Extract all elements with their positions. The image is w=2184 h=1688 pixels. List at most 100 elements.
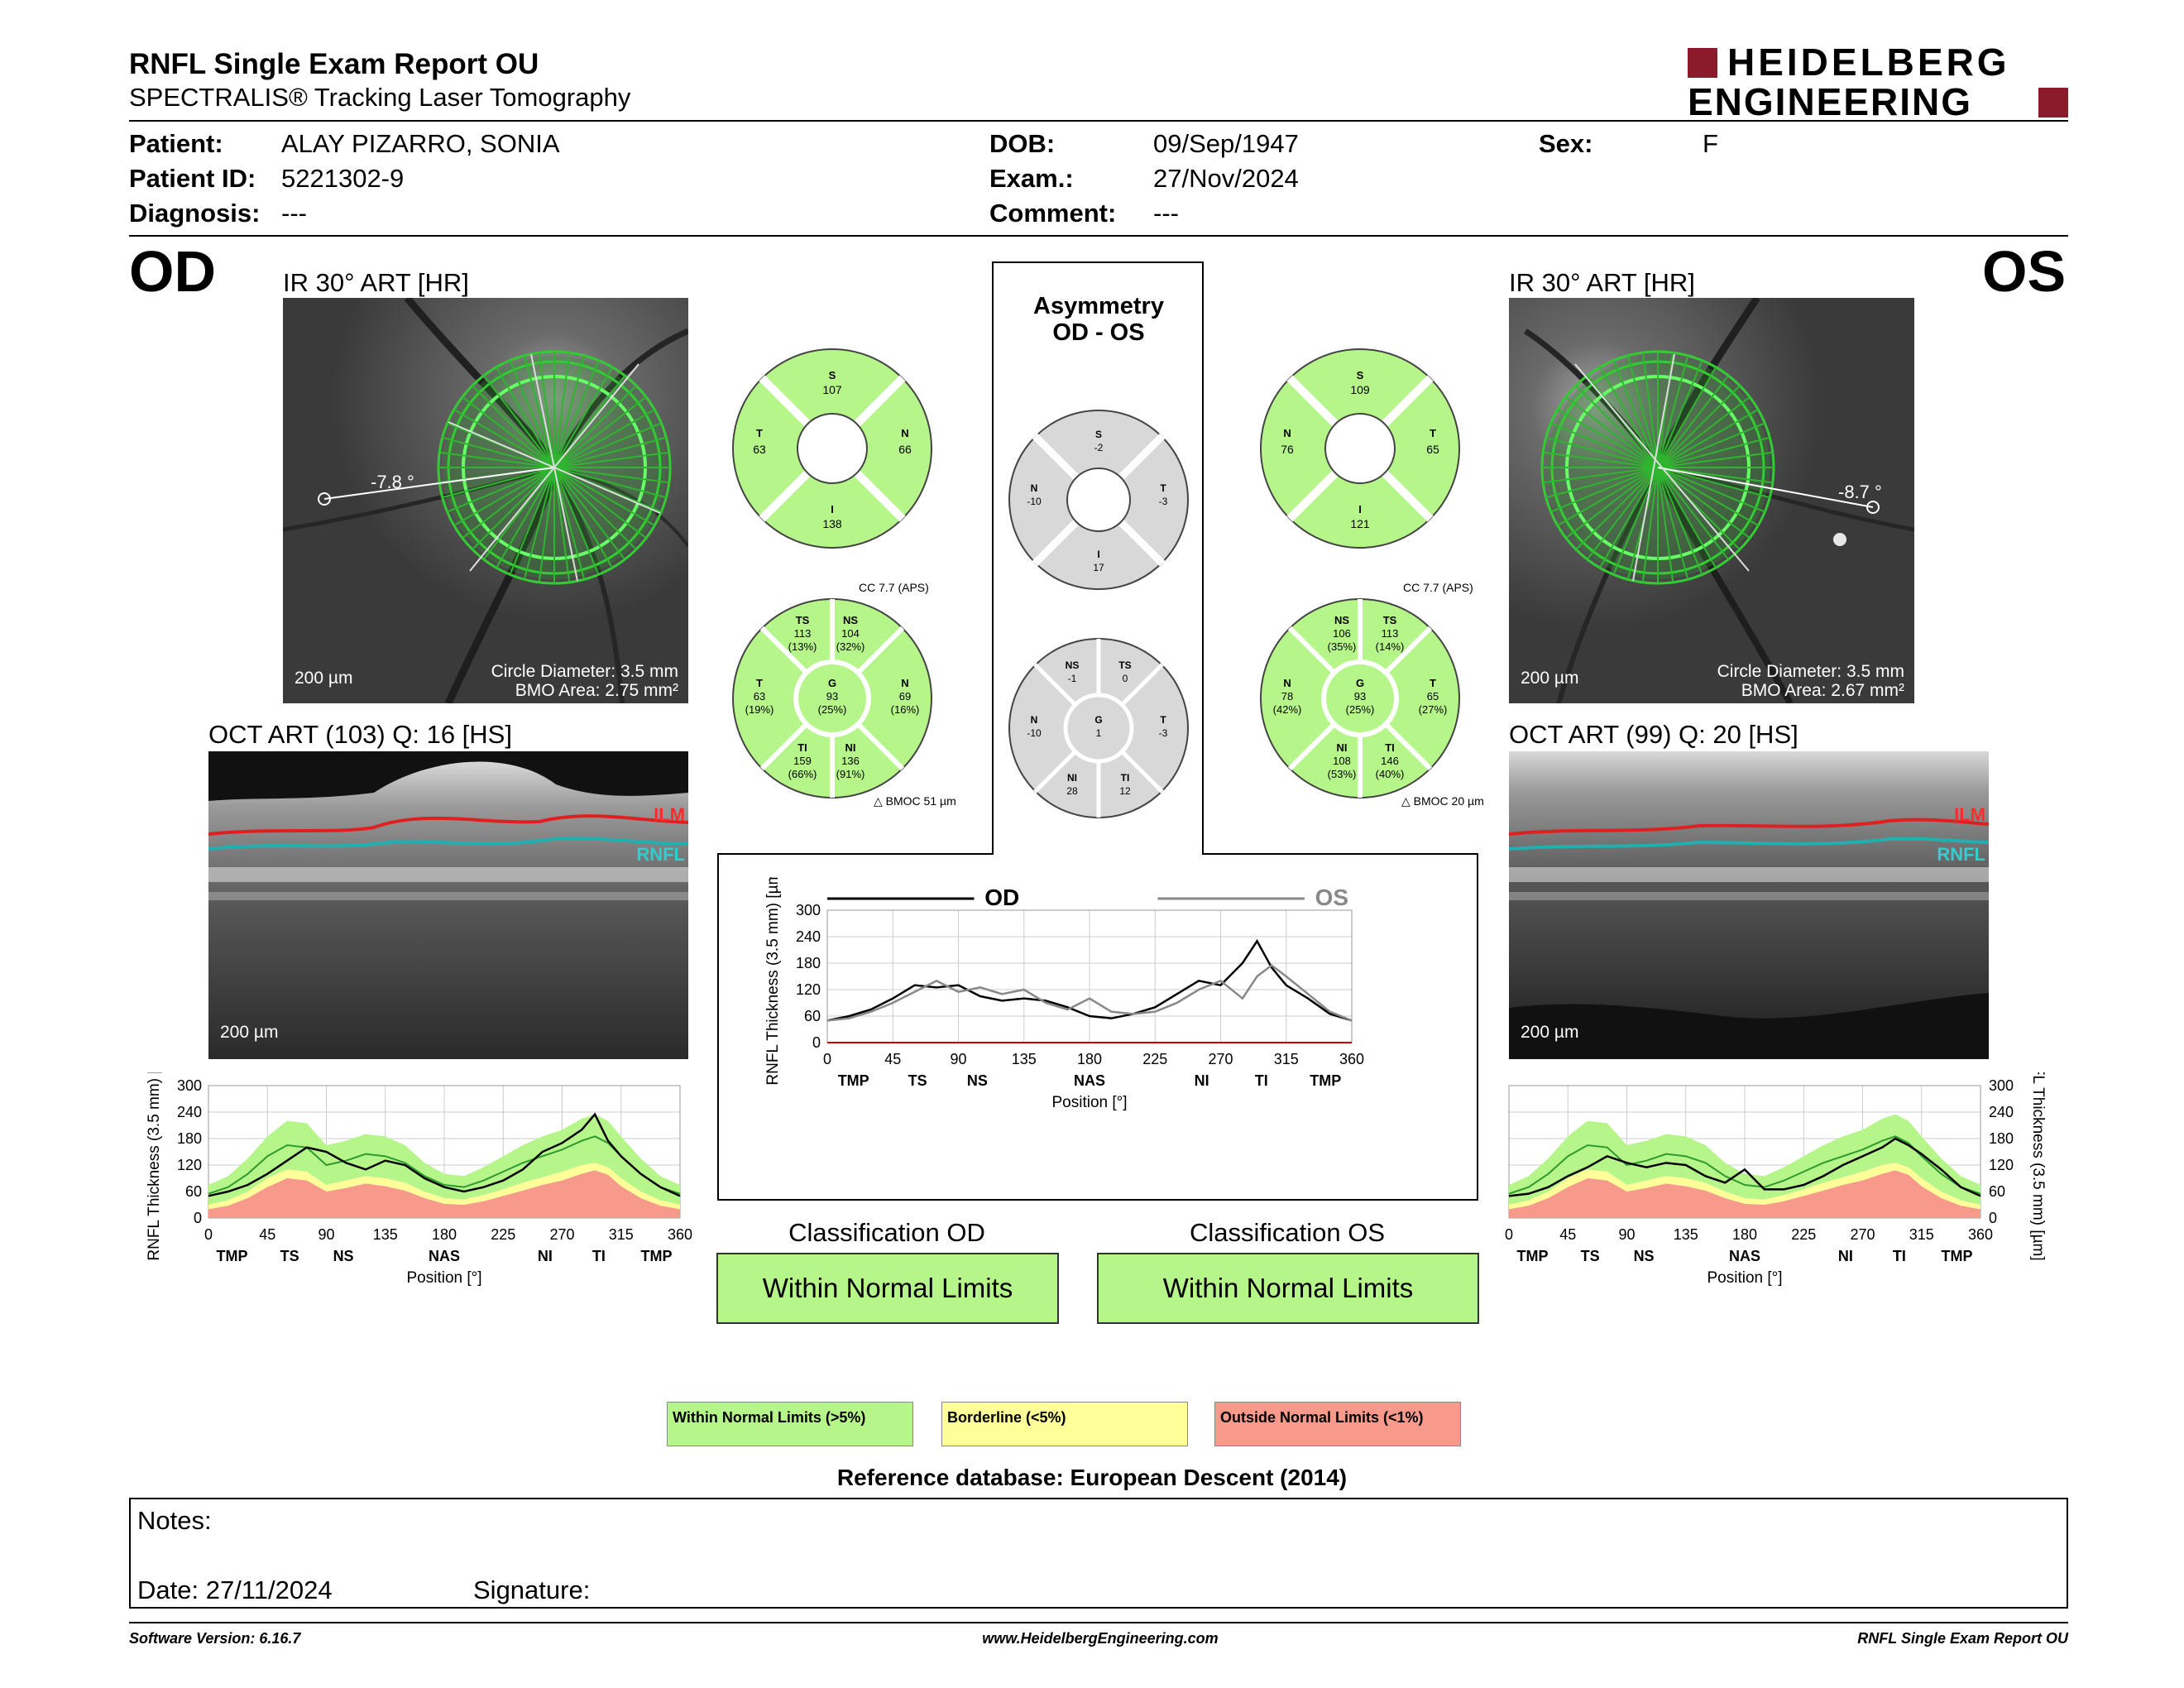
scan-spoke: [1657, 467, 1751, 539]
scan-spoke: [1657, 451, 1773, 468]
y-tick-label: 120: [177, 1157, 202, 1173]
band-borderline: [208, 1163, 680, 1210]
x-tick-label: 180: [1077, 1051, 1102, 1067]
footer-website: www.HeidelbergEngineering.com: [982, 1630, 1219, 1647]
os-q-s-label: S: [1357, 369, 1364, 381]
footer-report-name: RNFL Single Exam Report OU: [1857, 1630, 2068, 1647]
sector-label: TMP: [641, 1248, 673, 1264]
asym-s-t-label: T: [1160, 714, 1166, 726]
asym-q-t-label: T: [1160, 482, 1166, 494]
sector-label: TMP: [838, 1072, 869, 1089]
scan-spoke: [1657, 375, 1730, 468]
legend-label-os: OS: [1315, 885, 1348, 910]
os-circle-diameter: Circle Diameter: 3.5 mm: [1717, 662, 1904, 681]
header-rule: [129, 120, 2068, 122]
scan-spoke: [1543, 451, 1659, 468]
x-tick-label: 180: [432, 1226, 457, 1243]
dob-label: DOB:: [989, 129, 1056, 158]
normal-mean-line: [1508, 1135, 1981, 1195]
sector-label: NAS: [1729, 1248, 1760, 1264]
os-angle-label: -8.7 °: [1838, 482, 1882, 502]
x-tick-label: 315: [1909, 1226, 1934, 1243]
scan-spoke: [553, 467, 637, 550]
legend-wnl: Within Normal Limits (>5%): [667, 1402, 913, 1446]
od-fundus-image: -7.8 ° 200 µm Circle Diameter: 3.5 mm BM…: [283, 298, 688, 703]
scan-spoke: [553, 409, 655, 468]
os-s-ts-label: TS: [1383, 614, 1397, 626]
os-classification-box: Within Normal Limits: [1097, 1253, 1479, 1324]
scan-spoke: [1550, 422, 1659, 468]
od-s-ns-value: 104: [841, 627, 860, 640]
scan-spoke: [553, 367, 613, 468]
x-tick-label: 315: [1274, 1051, 1299, 1067]
scan-spoke: [553, 385, 637, 468]
os-s-ns-value: 106: [1333, 627, 1351, 640]
od-q-n-label: N: [901, 427, 908, 439]
scan-spoke: [496, 467, 555, 568]
os-s-t-pct: (27%): [1419, 703, 1448, 716]
od-s-g-value: 93: [826, 690, 838, 703]
os-oct-scale: 200 µm: [1521, 1023, 1579, 1042]
os-s-ns-pct: (35%): [1328, 640, 1357, 653]
sector-label: NS: [967, 1072, 988, 1089]
od-s-ns-label: NS: [843, 614, 858, 626]
scan-spoke: [1657, 467, 1770, 499]
y-tick-label: 60: [185, 1183, 202, 1200]
od-s-ni-value: 136: [841, 755, 860, 767]
sector-label: TMP: [1517, 1248, 1549, 1264]
scan-spoke: [1657, 467, 1741, 550]
od-q-s-label: S: [829, 369, 836, 381]
scan-spoke: [462, 396, 555, 468]
x-tick-label: 45: [259, 1226, 275, 1243]
scan-spoke: [453, 467, 555, 526]
y-tick-label: 240: [796, 928, 821, 945]
footer-version: Software Version: 6.16.7: [129, 1630, 301, 1647]
patient-id-label: Patient ID:: [129, 164, 256, 193]
os-s-ts-value: 113: [1382, 627, 1399, 640]
scan-spoke: [1557, 409, 1659, 468]
scan-spoke: [439, 451, 555, 468]
band-outside: [208, 1170, 680, 1218]
scan-spoke: [1586, 467, 1659, 560]
os-s-ti-value: 146: [1381, 755, 1399, 767]
scan-spoke: [509, 360, 555, 468]
scan-spoke: [1657, 367, 1717, 468]
os-bmo-area: BMO Area: 2.67 mm²: [1741, 681, 1904, 700]
asym-q-i: 17: [1093, 562, 1104, 573]
scan-spoke: [462, 467, 555, 539]
patient-id: 5221302-9: [281, 164, 405, 193]
scan-spoke: [1565, 467, 1659, 539]
od-oct-title: OCT ART (103) Q: 16 [HS]: [208, 720, 512, 749]
sector-label: TMP: [1310, 1072, 1341, 1089]
os-q-t-label: T: [1430, 427, 1436, 439]
os-q-n-label: N: [1283, 427, 1291, 439]
x-tick-label: 0: [823, 1051, 831, 1067]
od-q-s: 107: [822, 383, 842, 396]
scan-spoke: [1657, 396, 1751, 468]
asym-s-g-label: G: [1094, 714, 1102, 726]
diagnosis-label: Diagnosis:: [129, 199, 261, 228]
scan-spoke: [553, 467, 667, 499]
od-ir-title: IR 30° ART [HR]: [283, 268, 469, 297]
os-q-i-label: I: [1358, 503, 1362, 516]
asym-q-s-label: S: [1095, 429, 1102, 440]
asym-q-t: -3: [1159, 496, 1168, 507]
asym-q-s: -2: [1094, 442, 1104, 453]
od-eye-label: OD: [129, 239, 216, 304]
asym-s-n-label: N: [1031, 714, 1038, 726]
scan-spoke: [553, 467, 626, 560]
y-tick-label: 0: [194, 1210, 202, 1226]
scan-spoke: [1657, 409, 1759, 468]
od-q-i-label: I: [831, 503, 834, 516]
sector-label: TI: [1893, 1248, 1906, 1264]
scan-spoke: [1657, 467, 1689, 580]
od-s-ni-label: NI: [845, 741, 856, 754]
scan-spoke: [472, 385, 555, 468]
os-s-g-label: G: [1356, 677, 1364, 689]
scan-spoke: [1557, 467, 1659, 526]
os-s-t-value: 65: [1427, 690, 1439, 703]
sector-label: NS: [1634, 1248, 1655, 1264]
sector-label: NI: [1195, 1072, 1209, 1089]
y-tick-label: 120: [1989, 1157, 2014, 1173]
normal-mean-line: [208, 1135, 681, 1195]
